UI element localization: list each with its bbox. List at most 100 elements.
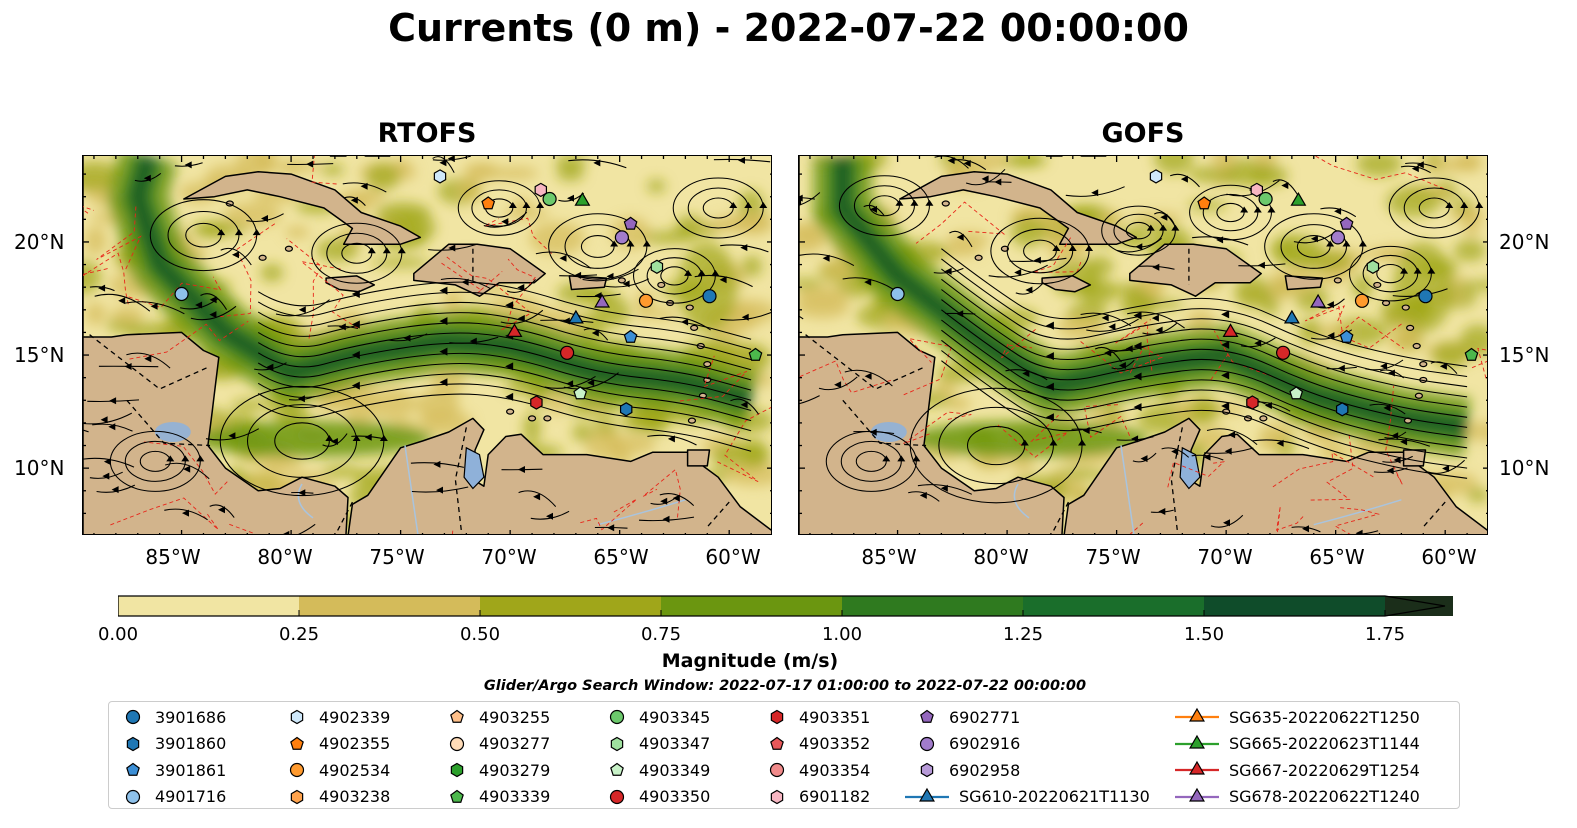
legend-marker-icon (125, 789, 141, 804)
legend-label: 4902534 (319, 760, 391, 780)
colorbar-segment (1204, 596, 1385, 616)
legend-marker-icon (290, 709, 304, 725)
colorbar-tick-label: 1.25 (1002, 624, 1044, 645)
lon-tick-label-gofs: 65°W (1309, 545, 1365, 569)
legend-label: 4903279 (479, 760, 551, 780)
legend-label: 4903345 (639, 707, 711, 727)
panel-title-rtofs: RTOFS (377, 118, 477, 149)
legend-label: 3901686 (155, 707, 227, 727)
platform-marker-4901716 (174, 286, 189, 302)
platform-marker-4902339 (433, 169, 447, 184)
platform-marker-6902916 (614, 230, 630, 245)
legend-marker-icon (1175, 787, 1219, 802)
colorbar-segment (480, 596, 661, 616)
legend-label: 6902771 (949, 707, 1021, 727)
platform-marker-3901860 (619, 402, 633, 417)
map-panel-gofs (798, 155, 1488, 535)
colorbar-segment (661, 596, 842, 616)
legend-item: 6902916 (915, 732, 1020, 756)
platform-marker-4903339 (1464, 347, 1479, 361)
lon-tick-label-gofs: 75°W (1085, 545, 1141, 569)
search-window-caption: Glider/Argo Search Window: 2022-07-17 01… (483, 678, 1087, 694)
legend-item: 4903277 (445, 732, 550, 756)
platform-marker-4903350 (560, 345, 575, 360)
legend-item: 4903279 (445, 758, 550, 782)
platform-marker-3901860 (1335, 402, 1349, 417)
lon-tick-label-gofs: 60°W (1421, 545, 1477, 569)
legend-marker-icon (770, 709, 784, 725)
platform-marker-4902534 (1354, 293, 1370, 308)
platform-marker-3901861 (1339, 329, 1354, 343)
platform-markers (174, 169, 763, 417)
platform-marker-4903349 (1289, 386, 1304, 400)
colorbar (118, 595, 1453, 617)
legend-label: 3901861 (155, 760, 227, 780)
legend-label: 4903339 (479, 787, 551, 806)
legend-marker-icon (290, 736, 304, 750)
platform-marker-3901686 (702, 289, 717, 304)
legend-label: 4903354 (799, 760, 871, 780)
legend: 3901686 3901860 3901861 4901716 4902339 49023… (108, 701, 1460, 809)
platform-marker-SG678-20220622T1240 (1310, 293, 1327, 308)
legend-item: 4903354 (765, 758, 870, 782)
lon-tick-label-gofs: 85°W (861, 545, 917, 569)
platform-marker-4902339 (1149, 169, 1163, 184)
lat-tick-label-left: 20°N (14, 230, 65, 254)
platform-marker-4903347 (650, 259, 664, 274)
lat-tick-label-right: 20°N (1499, 230, 1550, 254)
legend-marker-icon (770, 736, 784, 750)
platform-marker-6902771 (623, 216, 638, 230)
colorbar-tick-label: 0.00 (97, 624, 139, 645)
platform-marker-3901861 (623, 329, 638, 343)
platform-marker-SG610-20220621T1130 (567, 309, 584, 324)
legend-item: SG665-20220623T1144 (1175, 732, 1420, 756)
legend-item: 4902339 (285, 705, 390, 729)
legend-item: 6901182 (765, 785, 870, 809)
legend-marker-icon (610, 736, 624, 751)
legend-item: 4903351 (765, 705, 870, 729)
legend-marker-icon (126, 736, 140, 751)
platform-marker-SG665-20220623T1144 (574, 192, 591, 206)
colorbar-segment (1023, 596, 1204, 616)
lon-tick-label-rtofs: 75°W (369, 545, 425, 569)
legend-item: 4903339 (445, 785, 550, 809)
legend-label: 4903352 (799, 734, 871, 753)
legend-marker-icon (1175, 707, 1219, 722)
colorbar-segment (299, 596, 480, 616)
legend-marker-icon (449, 736, 465, 751)
platform-marker-SG667-20220629T1254 (506, 323, 523, 337)
legend-item: 6902771 (915, 705, 1020, 729)
lon-tick-label-gofs: 70°W (1197, 545, 1253, 569)
colorbar-tick-label: 1.50 (1183, 624, 1225, 645)
land-masses (83, 156, 771, 534)
platform-marker-4903345 (542, 191, 557, 207)
legend-item: SG610-20220621T1130 (905, 785, 1150, 809)
legend-label: 4903349 (639, 760, 711, 780)
legend-marker-icon (919, 736, 935, 751)
platform-marker-6901182 (534, 182, 548, 198)
legend-marker-icon (450, 762, 464, 778)
platform-marker-4902355 (481, 196, 496, 210)
legend-item: 4903352 (765, 732, 870, 756)
platform-marker-4903350 (1276, 345, 1291, 360)
legend-item: 4903347 (605, 732, 710, 756)
rtofs-map-svg (83, 156, 771, 534)
platform-marker-4902355 (1197, 196, 1212, 210)
lake-maracaibo (1179, 446, 1201, 490)
legend-item: SG635-20220622T1250 (1175, 705, 1420, 729)
legend-item: 3901686 (121, 705, 226, 729)
lon-tick-label-rtofs: 85°W (145, 545, 201, 569)
legend-label: 6902958 (949, 760, 1021, 780)
legend-marker-icon (610, 762, 624, 776)
gofs-map-svg (799, 156, 1487, 534)
platform-markers (890, 169, 1479, 417)
legend-label: SG667-20220629T1254 (1229, 760, 1420, 780)
platform-marker-6901182 (1250, 182, 1264, 198)
platform-marker-4903351 (1246, 395, 1259, 410)
legend-marker-icon (126, 762, 140, 776)
colorbar-tick-label: 1.00 (821, 624, 863, 645)
platform-marker-4903351 (530, 395, 543, 410)
platform-marker-SG665-20220623T1144 (1290, 192, 1307, 206)
legend-marker-icon (905, 787, 949, 802)
legend-label: 4902355 (319, 734, 391, 753)
